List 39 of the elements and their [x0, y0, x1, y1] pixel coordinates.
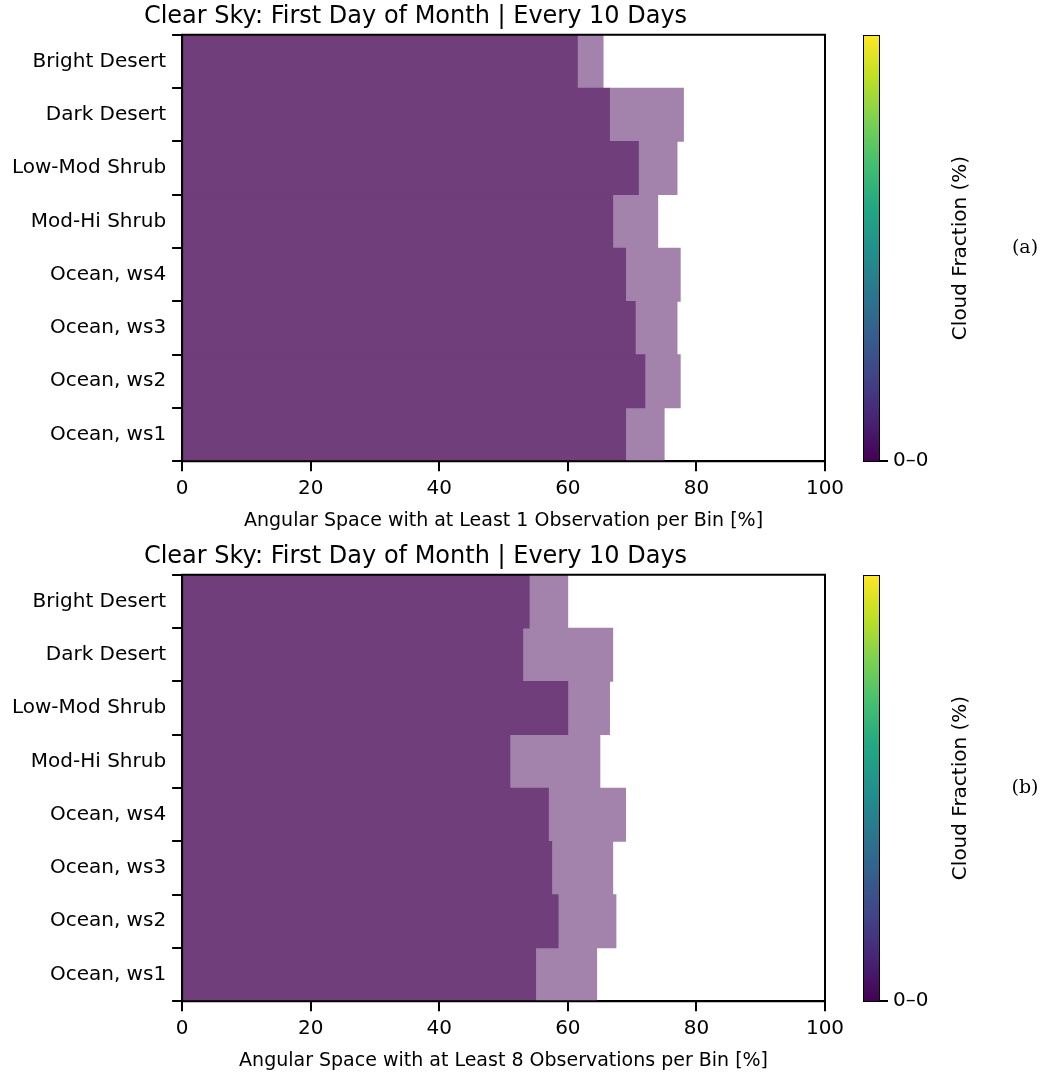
y-tick-label: Bright Desert — [32, 47, 167, 72]
y-tick-label: Dark Desert — [45, 640, 167, 665]
x-tick-label: 80 — [683, 475, 710, 500]
text: 0–0 — [893, 447, 929, 472]
text: 0–0 — [893, 987, 929, 1012]
y-tick-label: Ocean, ws3 — [49, 854, 167, 879]
x-tick-label: 60 — [555, 1015, 581, 1040]
y-tick-label: Mod-Hi Shrub — [30, 747, 167, 772]
x-tick-label: 60 — [555, 475, 581, 500]
y-tick-label: Ocean, ws2 — [49, 907, 167, 932]
y-tick-label: Ocean, ws4 — [49, 800, 167, 825]
x-tick-label: 100 — [805, 475, 845, 500]
x-axis-title: Angular Space with at Least 1 Observation per Bin [%] — [244, 507, 764, 530]
y-tick-label: Ocean, ws2 — [49, 367, 167, 392]
y-tick-label: Ocean, ws4 — [49, 260, 167, 285]
x-tick-label: 0 — [175, 475, 189, 500]
x-tick-label: 80 — [683, 1015, 710, 1040]
y-tick-label: Ocean, ws1 — [49, 960, 167, 985]
x-tick-label: 40 — [426, 475, 452, 500]
x-tick-label: 20 — [297, 475, 324, 500]
color-bar-title: Cloud Fraction (%) — [947, 155, 972, 341]
color-bar-title: Cloud Fraction (%) — [947, 695, 972, 881]
y-tick-label: Ocean, ws3 — [49, 314, 167, 339]
y-tick-label: Mod-Hi Shrub — [30, 207, 167, 232]
text: (b) — [1011, 774, 1039, 797]
bar — [577, 34, 604, 89]
x-tick-label: 40 — [426, 1015, 452, 1040]
chart-title: Clear Sky: First Day of Month | Every 10 Days — [143, 540, 688, 569]
text: (a) — [1011, 234, 1039, 257]
y-tick-label: Low-Mod Shrub — [11, 154, 167, 179]
x-tick-label: 0 — [175, 1015, 189, 1040]
y-tick-label: Dark Desert — [45, 100, 167, 125]
x-axis-title: Angular Space with at Least 8 Observations per Bin [%] — [239, 1047, 769, 1070]
y-tick-label: Bright Desert — [32, 587, 167, 612]
chart-title: Clear Sky: First Day of Month | Every 10 Days — [143, 0, 688, 29]
y-tick-label: Ocean, ws1 — [49, 420, 167, 445]
x-tick-label: 100 — [805, 1015, 845, 1040]
y-tick-label: Low-Mod Shrub — [11, 694, 167, 719]
x-tick-label: 20 — [297, 1015, 324, 1040]
